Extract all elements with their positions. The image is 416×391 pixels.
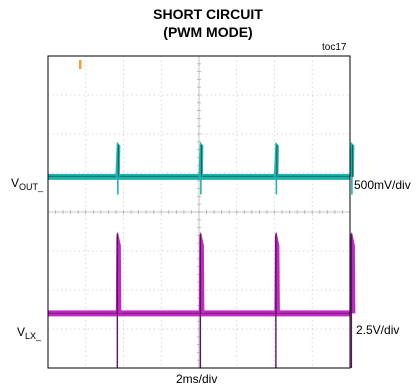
traces — [48, 141, 356, 368]
vlx-scale-label: 2.5V/div — [356, 323, 400, 337]
trigger-marker — [79, 60, 82, 69]
chart-subtitle: (PWM MODE) — [163, 24, 253, 40]
x-axis-label: 2ms/div — [176, 372, 218, 386]
plot-frame — [47, 55, 351, 369]
vout-scale-label: 500mV/div — [354, 178, 411, 192]
grid — [47, 55, 351, 369]
chart-title: SHORT CIRCUIT — [153, 6, 263, 22]
figure-tag: toc17 — [322, 42, 347, 53]
vlx-channel-label: VLX_ — [17, 325, 42, 341]
vout-channel-label: VOUT_ — [11, 176, 44, 192]
